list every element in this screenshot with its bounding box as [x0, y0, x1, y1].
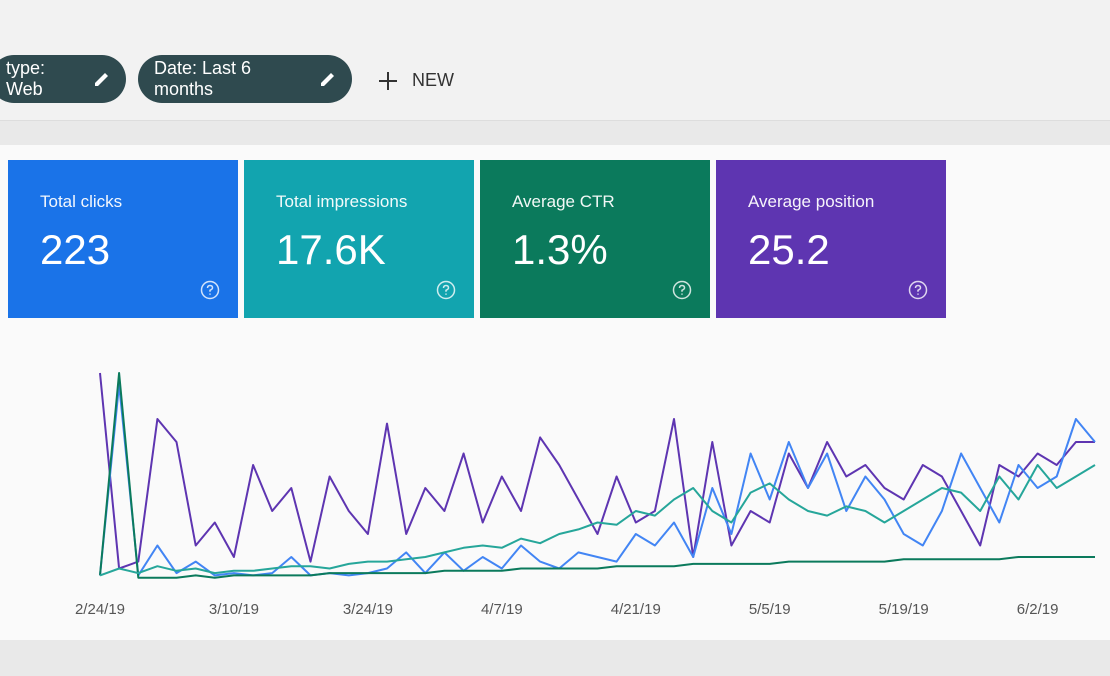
- toolbar: type: Web Date: Last 6 months NEW: [0, 0, 1110, 121]
- help-mark: [206, 284, 214, 295]
- metric-value: 1.3%: [512, 226, 608, 273]
- metric-value: 17.6K: [276, 226, 386, 273]
- x-tick-label: 3/10/19: [209, 601, 259, 618]
- series-line: [99, 372, 1095, 579]
- help-circle: [672, 280, 692, 300]
- help-icon: [672, 280, 692, 300]
- help-mark: [442, 284, 450, 295]
- edit-icon: [95, 73, 109, 86]
- x-tick-label: 5/19/19: [879, 601, 929, 618]
- help-mark: [678, 284, 686, 295]
- edit-icon: [320, 73, 334, 86]
- x-tick-label: 4/7/19: [481, 601, 523, 618]
- metric-card[interactable]: Total impressions 17.6K: [244, 160, 474, 318]
- help-circle: [436, 280, 456, 300]
- x-tick-label: 4/21/19: [611, 601, 661, 618]
- help-circle: [908, 280, 928, 300]
- filter-label: type: Web: [6, 58, 46, 99]
- metric-card[interactable]: Average CTR 1.3%: [480, 160, 710, 318]
- metric-value: 25.2: [748, 226, 830, 273]
- metric-value: 223: [40, 226, 111, 273]
- help-mark: [914, 284, 922, 295]
- new-button[interactable]: NEW: [378, 70, 454, 91]
- series-line: [99, 383, 1096, 577]
- filter-chip[interactable]: Date: Last 6 months: [138, 55, 352, 103]
- metric-title: Average CTR: [512, 192, 615, 211]
- help-circle: [200, 280, 220, 300]
- filter-label: Date: Last 6 months: [154, 58, 252, 99]
- chart: 2/24/19 3/10/19 3/24/19 4/7/19 4/21/19 5/5/19…: [75, 372, 1096, 618]
- filter-chip[interactable]: type: Web: [0, 55, 126, 103]
- help-icon: [200, 280, 220, 300]
- series-line: [99, 464, 1096, 577]
- help-icon: [436, 280, 456, 300]
- metric-card[interactable]: Average position 25.2: [716, 160, 946, 318]
- metric-title: Average position: [748, 192, 875, 211]
- x-tick-label: 3/24/19: [343, 601, 393, 618]
- metric-title: Total impressions: [276, 192, 408, 211]
- series-line: [99, 372, 1095, 570]
- new-label: NEW: [412, 70, 454, 90]
- help-icon: [908, 280, 928, 300]
- x-tick-label: 6/2/19: [1017, 601, 1059, 618]
- metric-title: Total clicks: [40, 192, 123, 211]
- x-tick-label: 2/24/19: [75, 601, 125, 618]
- metric-card[interactable]: Total clicks 223: [8, 160, 238, 318]
- plus-icon: [379, 71, 397, 90]
- x-tick-label: 5/5/19: [749, 601, 791, 618]
